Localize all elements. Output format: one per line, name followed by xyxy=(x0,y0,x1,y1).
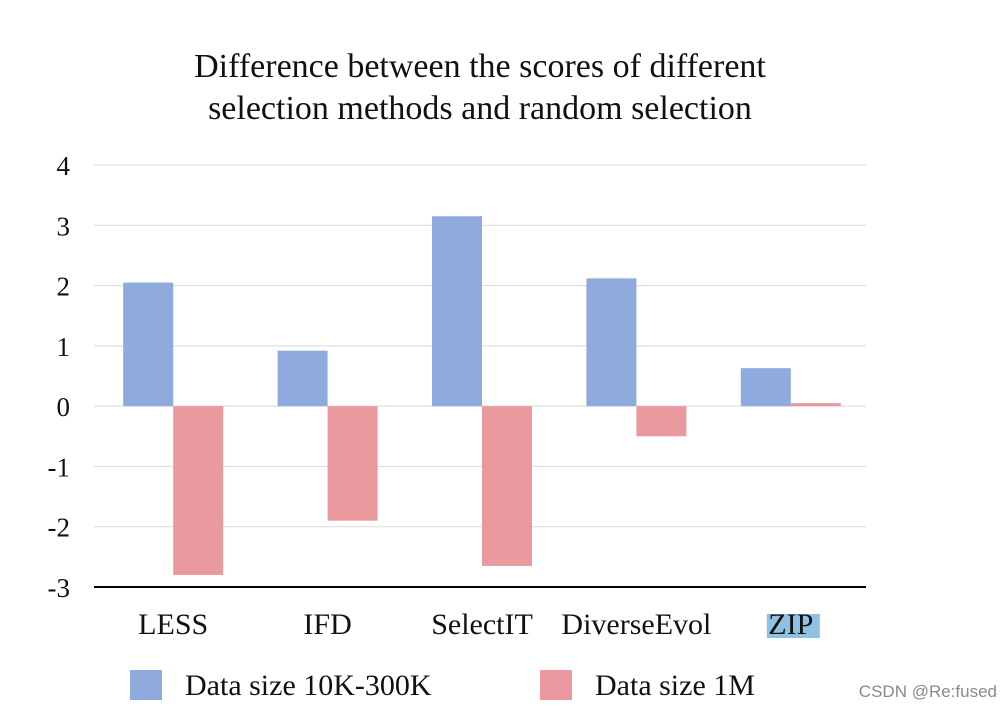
watermark-text: CSDN @Re:fused xyxy=(859,682,997,701)
legend-label: Data size 10K-300K xyxy=(185,669,432,702)
legend-swatch xyxy=(130,670,162,700)
bar-diverseevol-series-2 xyxy=(636,406,687,437)
chart-title: Difference between the scores of differe… xyxy=(194,48,766,127)
x-axis-categories: LESS IFD SelectIT DiverseEvol ZIP xyxy=(138,608,820,641)
legend-swatch xyxy=(540,670,572,700)
bar-less-series-1 xyxy=(123,282,174,407)
bar-ifd-series-1 xyxy=(277,350,328,407)
legend-label: Data size 1M xyxy=(595,669,755,702)
bars xyxy=(123,216,841,575)
category-label: DiverseEvol xyxy=(561,608,711,641)
y-tick-label: -2 xyxy=(48,513,71,543)
legend: Data size 10K-300K Data size 1M xyxy=(130,669,755,702)
y-tick-label: 0 xyxy=(57,392,71,422)
category-label: SelectIT xyxy=(431,608,533,641)
y-tick-label: -3 xyxy=(48,573,71,603)
chart-title-line-1: Difference between the scores of differe… xyxy=(194,48,766,85)
bar-zip-series-2 xyxy=(790,403,841,407)
chart-title-line-2: selection methods and random selection xyxy=(208,90,752,127)
bar-ifd-series-2 xyxy=(327,406,378,521)
y-axis-ticks: 4 3 2 1 0 -1 -2 -3 xyxy=(48,151,71,603)
y-tick-label: -1 xyxy=(48,452,71,482)
bar-less-series-2 xyxy=(173,406,224,575)
bar-selectit-series-1 xyxy=(432,216,482,407)
bar-selectit-series-2 xyxy=(482,406,532,566)
category-label: LESS xyxy=(138,608,208,641)
category-label: IFD xyxy=(303,608,351,641)
y-tick-label: 1 xyxy=(57,332,71,362)
bar-zip-series-1 xyxy=(740,368,791,407)
bar-diverseevol-series-1 xyxy=(586,278,637,407)
y-tick-label: 3 xyxy=(57,211,71,241)
category-label-highlight xyxy=(766,614,820,638)
y-tick-label: 2 xyxy=(57,272,71,302)
category-label: ZIP xyxy=(768,608,813,641)
y-tick-label: 4 xyxy=(57,151,71,181)
